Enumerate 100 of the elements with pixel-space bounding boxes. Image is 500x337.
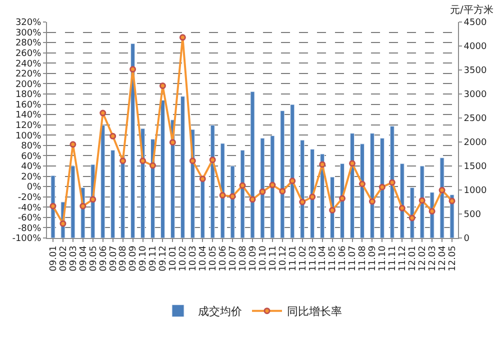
point xyxy=(90,196,96,203)
x-tick-label: 11.02 xyxy=(298,246,308,272)
bar xyxy=(300,140,305,238)
x-tick-label: 11.04 xyxy=(318,245,328,272)
bar xyxy=(210,124,215,238)
y-tick-label: 40% xyxy=(21,162,42,172)
point xyxy=(100,110,106,116)
point xyxy=(279,188,286,194)
bar xyxy=(370,133,374,238)
point xyxy=(289,178,296,184)
point xyxy=(149,162,156,169)
x-tick-label: 12.04 xyxy=(438,245,448,272)
x-tick-label: 10.07 xyxy=(228,246,238,272)
bar xyxy=(160,100,165,238)
x-tick-label: 10.09 xyxy=(248,245,258,272)
point xyxy=(140,158,146,164)
point xyxy=(70,141,76,148)
bar xyxy=(440,158,444,238)
point xyxy=(179,34,186,41)
bar xyxy=(240,150,245,238)
y-tick-label: -60% xyxy=(18,214,42,224)
y-tick-label: 240% xyxy=(15,59,42,70)
legend-label: 同比增长率 xyxy=(287,305,342,318)
y-tick-label: 100% xyxy=(15,131,42,142)
x-tick-label: 09.05 xyxy=(88,246,99,272)
point xyxy=(309,194,316,200)
bar xyxy=(130,43,136,238)
bar xyxy=(230,166,235,238)
bar xyxy=(250,91,255,238)
x-tick-label: 11.12 xyxy=(398,246,408,272)
y2-axis-title: 元/平方米 xyxy=(450,4,494,16)
y-tick-label: 220% xyxy=(15,70,42,80)
y-tick-label: 280% xyxy=(15,38,42,49)
x-tick-label: 12.05 xyxy=(448,246,458,272)
x-tick-label: 09.07 xyxy=(108,246,119,272)
x-tick-label: 09.12 xyxy=(158,246,169,272)
y-tick-label: 300% xyxy=(15,28,42,38)
point xyxy=(368,198,376,205)
point xyxy=(329,206,336,214)
bar xyxy=(290,104,295,238)
bar xyxy=(200,179,205,238)
y2-tick-label: 2500 xyxy=(464,114,487,124)
point xyxy=(299,198,306,206)
point xyxy=(438,186,446,194)
y2-tick-label: 500 xyxy=(464,210,482,220)
x-tick-label: 10.08 xyxy=(238,245,248,272)
y-tick-label: 0% xyxy=(26,182,42,193)
point xyxy=(408,214,416,222)
bar xyxy=(350,133,354,238)
bar xyxy=(360,144,364,238)
point xyxy=(80,202,86,210)
x-tick-label: 10.02 xyxy=(178,246,189,272)
y2-tick-label: 2000 xyxy=(464,138,487,148)
point xyxy=(398,204,406,212)
bar xyxy=(100,124,106,238)
x-tick-label: 11.05 xyxy=(328,246,338,272)
point xyxy=(339,195,346,202)
x-tick-label: 09.09 xyxy=(128,245,139,272)
bar xyxy=(280,110,285,238)
point xyxy=(259,188,266,195)
x-tick-label: 10.10 xyxy=(258,245,268,272)
point xyxy=(189,158,196,164)
bar xyxy=(70,166,76,238)
point xyxy=(199,176,206,182)
point xyxy=(428,208,436,215)
point xyxy=(358,180,366,188)
y-tick-label: 140% xyxy=(15,110,42,121)
point xyxy=(349,160,356,167)
point xyxy=(269,182,276,188)
x-tick-label: 11.09 xyxy=(368,245,378,272)
point xyxy=(110,132,116,140)
x-tick-label: 10.01 xyxy=(168,246,179,272)
point xyxy=(120,158,126,164)
bar xyxy=(270,136,275,238)
point xyxy=(209,156,216,164)
x-tick-label: 10.05 xyxy=(208,246,219,272)
point xyxy=(50,202,56,210)
y-tick-label: 320% xyxy=(15,18,42,28)
y2-tick-label: 4500 xyxy=(464,18,487,28)
x-tick-label: 09.10 xyxy=(138,245,149,272)
y-tick-label: 260% xyxy=(15,49,42,60)
y2-tick-label: 3000 xyxy=(464,90,487,100)
x-tick-label: 11.03 xyxy=(308,246,318,272)
point xyxy=(378,184,386,190)
x-tick-label: 10.04 xyxy=(198,245,209,272)
bar xyxy=(260,138,265,238)
x-tick-label: 09.01 xyxy=(48,246,59,272)
y-tick-label: 20% xyxy=(21,172,42,182)
y-tick-label: 200% xyxy=(15,80,42,90)
bar xyxy=(400,163,404,238)
point xyxy=(249,196,256,203)
point xyxy=(239,182,246,189)
x-tick-label: 10.12 xyxy=(278,246,288,272)
bar xyxy=(180,96,185,238)
y-tick-label: 80% xyxy=(21,142,42,152)
x-tick-label: 10.06 xyxy=(218,245,228,272)
x-tick-label: 11.07 xyxy=(348,246,358,272)
point xyxy=(169,139,176,146)
point xyxy=(388,179,396,186)
y-tick-label: -100% xyxy=(12,234,42,244)
